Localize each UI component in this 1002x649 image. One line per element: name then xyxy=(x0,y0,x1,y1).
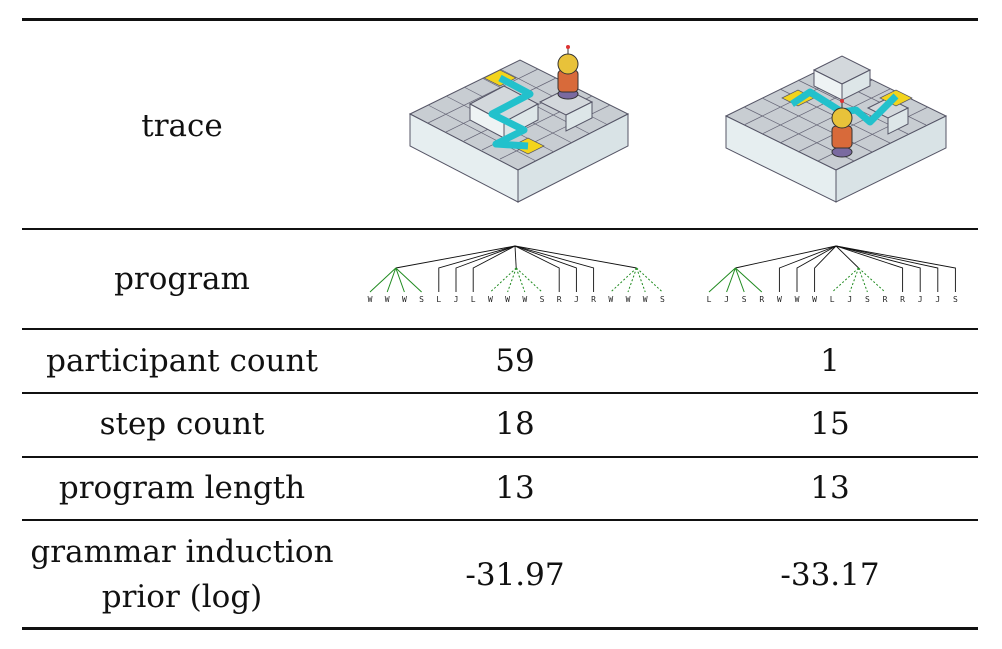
participant-count-right: 1 xyxy=(820,343,840,379)
program-token: W xyxy=(402,295,407,304)
rule-after-length xyxy=(22,519,978,521)
program-token: W xyxy=(385,295,390,304)
program-token: L xyxy=(707,295,712,304)
program-token: S xyxy=(419,295,424,304)
bottom-rule xyxy=(22,627,978,630)
program-token: W xyxy=(626,295,631,304)
program-token: S xyxy=(742,295,747,304)
program-token: W xyxy=(777,295,782,304)
program-token: S xyxy=(660,295,665,304)
program-token: R xyxy=(591,295,596,304)
program-token: R xyxy=(557,295,562,304)
program-token: S xyxy=(540,295,545,304)
participant-count-left: 59 xyxy=(495,343,535,379)
program-token: S xyxy=(953,295,958,304)
program-token: W xyxy=(368,295,373,304)
robot-icon xyxy=(831,99,853,158)
step-count-right: 15 xyxy=(810,406,850,442)
program-token: R xyxy=(759,295,764,304)
trace-scene-right xyxy=(724,55,948,203)
program-token: L xyxy=(436,295,441,304)
program-token: W xyxy=(812,295,817,304)
row-label-trace: trace xyxy=(141,108,223,144)
row-label-program: program xyxy=(114,261,250,297)
program-token: J xyxy=(935,295,940,304)
program-token: S xyxy=(865,295,870,304)
program-token: W xyxy=(643,295,648,304)
program-token: L xyxy=(471,295,476,304)
step-count-left: 18 xyxy=(495,406,535,442)
program-token: W xyxy=(488,295,493,304)
program-token: W xyxy=(505,295,510,304)
rule-after-participant xyxy=(22,392,978,394)
program-token: W xyxy=(522,295,527,304)
robot-icon xyxy=(557,45,579,100)
row-label-program-length: program length xyxy=(58,470,306,506)
trace-scene-left xyxy=(408,45,630,203)
rule-after-step xyxy=(22,456,978,458)
program-token: J xyxy=(724,295,729,304)
rule-after-trace xyxy=(22,228,978,230)
program-token: J xyxy=(454,295,459,304)
row-label-prior-line2: prior (log) xyxy=(101,579,263,615)
program-token: W xyxy=(608,295,613,304)
rule-after-program xyxy=(22,328,978,330)
top-rule xyxy=(22,18,978,21)
prior-right: -33.17 xyxy=(780,557,880,593)
program-token: J xyxy=(574,295,579,304)
program-token: L xyxy=(830,295,835,304)
program-token: W xyxy=(795,295,800,304)
program-token: J xyxy=(847,295,852,304)
row-label-step-count: step count xyxy=(99,406,265,442)
row-label-participant-count: participant count xyxy=(46,343,318,379)
program-token: R xyxy=(900,295,905,304)
program-token: R xyxy=(883,295,888,304)
program-length-right: 13 xyxy=(810,470,850,506)
row-label-prior-line1: grammar induction xyxy=(30,534,334,570)
program-length-left: 13 xyxy=(495,470,535,506)
program-token: J xyxy=(918,295,923,304)
prior-left: -31.97 xyxy=(465,557,565,593)
